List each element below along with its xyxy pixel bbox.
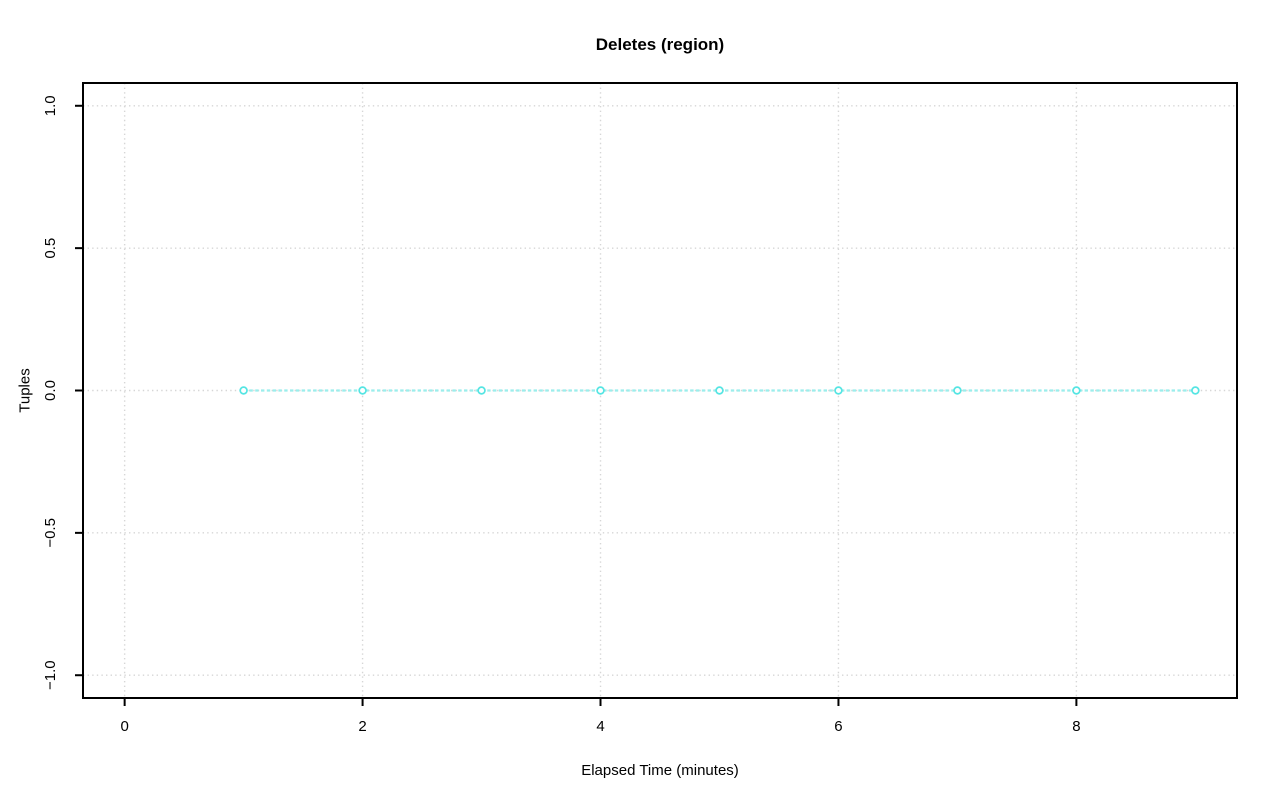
data-point: [477, 386, 486, 395]
data-point: [715, 386, 724, 395]
x-tick-label: 0: [120, 718, 128, 735]
data-point: [953, 386, 962, 395]
y-tick-label: −1.0: [42, 660, 59, 690]
y-tick-label: 1.0: [42, 95, 59, 116]
x-tick-label: 8: [1072, 718, 1080, 735]
y-tick-label: 0.0: [42, 380, 59, 401]
data-point: [596, 386, 605, 395]
y-tick-label: −0.5: [42, 518, 59, 548]
x-tick-label: 6: [834, 718, 842, 735]
y-tick-label: 0.5: [42, 238, 59, 259]
data-point: [834, 386, 843, 395]
data-point: [1072, 386, 1081, 395]
chart-title: Deletes (region): [595, 35, 725, 54]
data-point: [1191, 386, 1200, 395]
y-axis-label: Tuples: [16, 368, 34, 413]
x-tick-label: 4: [596, 718, 604, 735]
x-tick-label: 2: [358, 718, 366, 735]
data-point: [239, 386, 248, 395]
x-axis-label: Elapsed Time (minutes): [581, 762, 739, 779]
data-point: [358, 386, 367, 395]
